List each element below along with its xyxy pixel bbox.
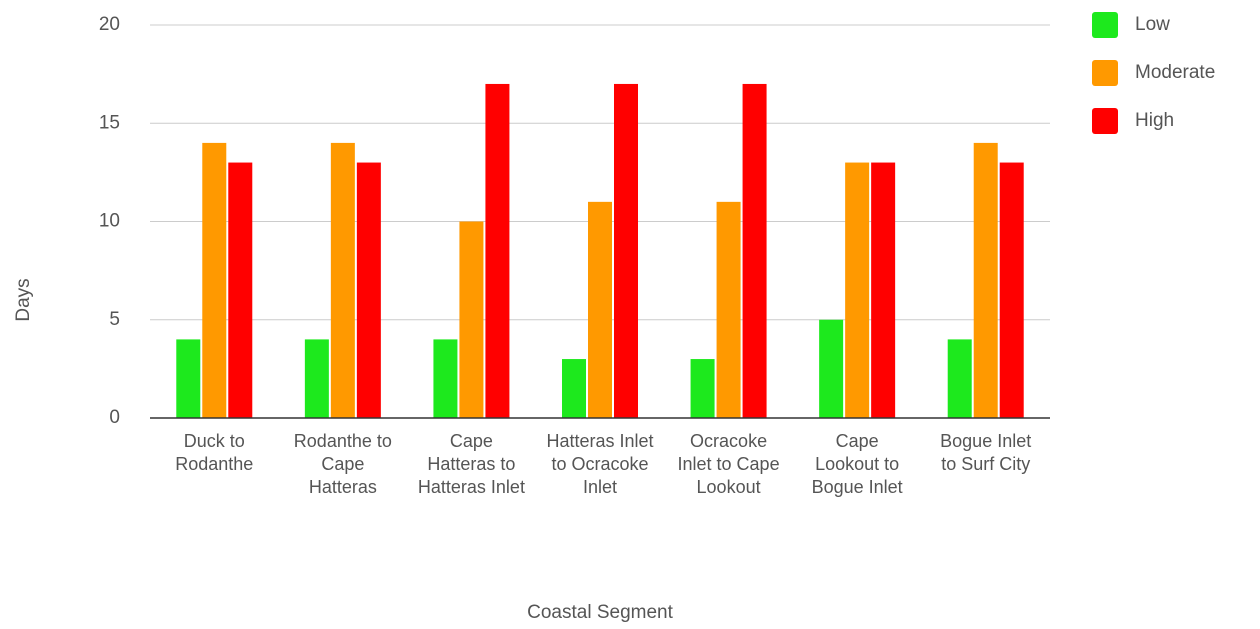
bar <box>588 201 612 418</box>
legend-label: Low <box>1135 14 1170 35</box>
x-tick-label: Hatteras Inlet to Ocracoke Inlet <box>546 431 654 497</box>
bar <box>562 359 586 418</box>
bar <box>614 83 638 418</box>
x-axis-title: Coastal Segment <box>527 602 673 623</box>
bar <box>819 319 844 418</box>
bar <box>485 83 510 418</box>
x-tick-label: Cape Lookout to Bogue Inlet <box>811 431 903 497</box>
bar <box>999 162 1024 418</box>
bar <box>433 339 458 418</box>
x-tick-label: Duck to Rodanthe <box>175 431 254 474</box>
y-tick-label: 15 <box>99 112 120 133</box>
y-axis-title: Days <box>13 278 34 321</box>
bar <box>304 339 329 418</box>
bar <box>845 162 870 418</box>
y-tick-label: 0 <box>109 407 120 428</box>
x-tick-label: Rodanthe to Cape Hatteras <box>293 431 392 497</box>
legend-swatch <box>1092 12 1118 38</box>
x-tick-label: Bogue Inlet to Surf City <box>940 431 1032 474</box>
x-tick-label: Ocracoke Inlet to Cape Lookout <box>677 431 780 497</box>
bar <box>973 142 998 418</box>
legend-swatch <box>1092 108 1118 134</box>
y-tick-label: 20 <box>99 14 120 35</box>
y-tick-label: 10 <box>99 211 120 232</box>
bar <box>690 359 715 418</box>
bar <box>228 162 253 418</box>
bar <box>330 142 355 418</box>
legend-label: High <box>1135 110 1174 131</box>
y-tick-label: 5 <box>109 309 120 330</box>
bar <box>356 162 381 418</box>
x-tick-label: Cape Hatteras to Hatteras Inlet <box>417 431 525 497</box>
bar <box>202 142 227 418</box>
bar <box>459 221 484 418</box>
bar <box>947 339 972 418</box>
legend-swatch <box>1092 60 1118 86</box>
bar <box>716 201 741 418</box>
legend-label: Moderate <box>1135 62 1215 83</box>
bar <box>871 162 896 418</box>
bar <box>176 339 201 418</box>
bar <box>742 83 767 418</box>
